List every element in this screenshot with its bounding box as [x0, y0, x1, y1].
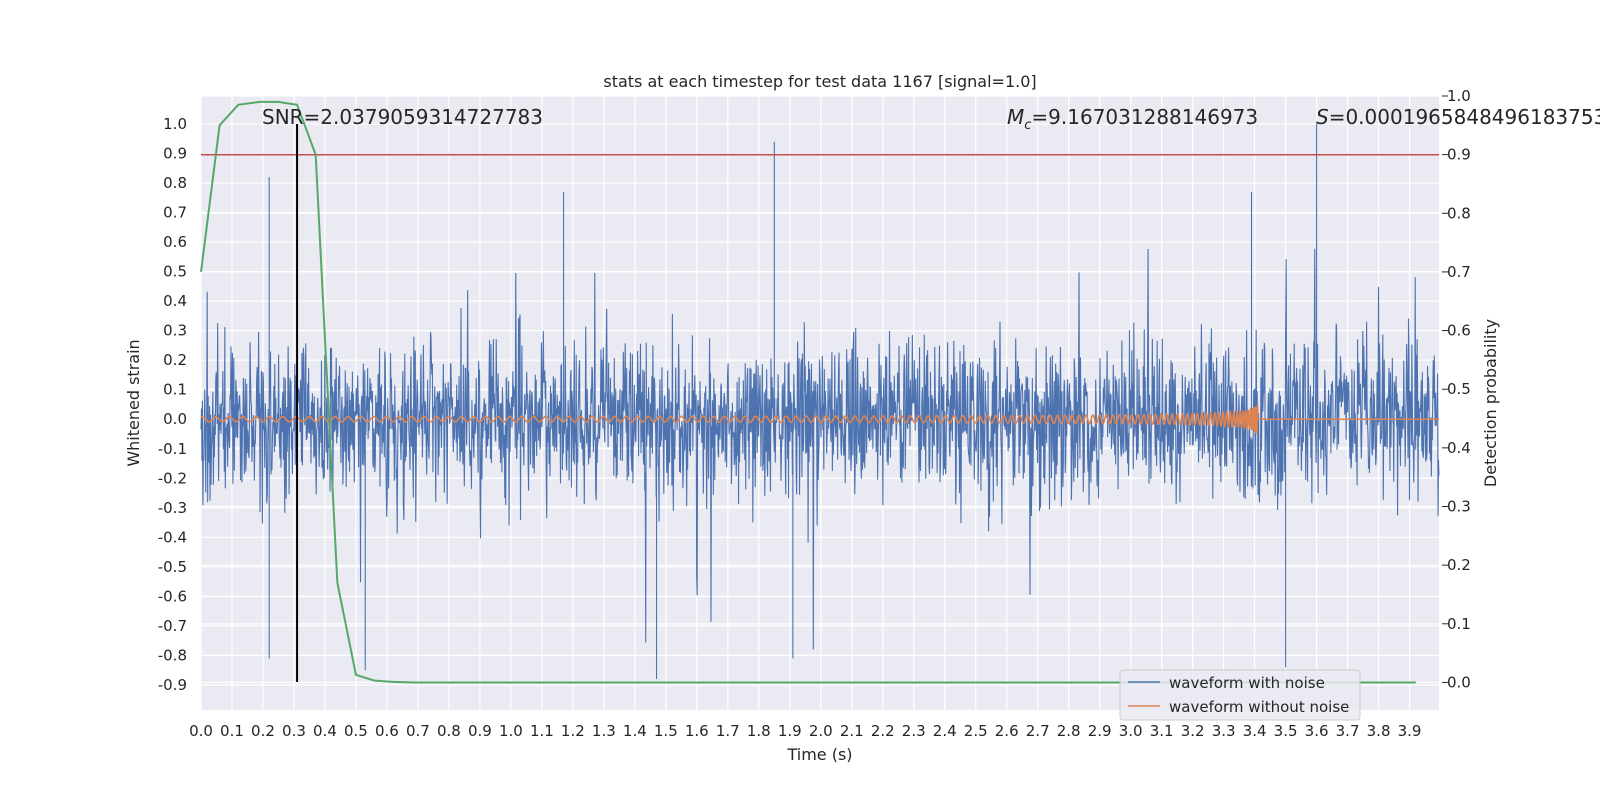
legend-label-signal: waveform without noise [1169, 698, 1349, 716]
snr-annotation: SNR=2.0379059314727783 [262, 105, 543, 129]
y-tick-label: 0.7 [163, 204, 187, 222]
series-waveform-without-noise [200, 404, 1439, 434]
y2-tick-label: 0.2 [1447, 556, 1471, 574]
x-tick-label: 3.8 [1367, 722, 1391, 740]
y-tick-label: -0.8 [158, 646, 187, 664]
y2-tick-label: 0.6 [1447, 322, 1471, 340]
x-tick-label: 3.6 [1305, 722, 1329, 740]
x-tick-label: 3.5 [1274, 722, 1298, 740]
x-tick-label: 0.2 [251, 722, 275, 740]
x-tick-label: 3.9 [1398, 722, 1422, 740]
y2-tick-label: 0.4 [1447, 439, 1471, 457]
x-tick-label: 3.3 [1212, 722, 1236, 740]
x-tick-label: 2.7 [1026, 722, 1050, 740]
mc-annotation: Mc=9.167031288146973 [1007, 105, 1258, 133]
y2-axis-ticks: 1.0 0.9 0.8 0.7 0.6 0.5 0.4 0.3 0.2 0.1 0.0 [1442, 87, 1471, 691]
y-axis-label: Whitened strain [124, 339, 143, 466]
x-tick-label: 3.0 [1119, 722, 1143, 740]
series-waveform-with-noise [200, 124, 1440, 679]
y-tick-label: -0.1 [158, 440, 187, 458]
x-tick-label: 3.7 [1336, 722, 1360, 740]
x-tick-label: 0.9 [468, 722, 492, 740]
x-tick-label: 3.4 [1243, 722, 1267, 740]
x-tick-label: 2.0 [809, 722, 833, 740]
chart-title: stats at each timestep for test data 116… [603, 72, 1036, 91]
x-tick-label: 0.5 [344, 722, 368, 740]
x-tick-label: 1.9 [778, 722, 802, 740]
y-tick-label: 1.0 [163, 115, 187, 133]
y2-tick-label: 0.0 [1447, 673, 1471, 691]
x-tick-label: 0.1 [220, 722, 244, 740]
y2-tick-label: 0.8 [1447, 204, 1471, 222]
y-tick-label: 0.3 [163, 322, 187, 340]
mc-symbol: M [1007, 105, 1024, 129]
y-tick-label: -0.5 [158, 558, 187, 576]
x-axis-label: Time (s) [786, 745, 852, 764]
x-tick-label: 2.6 [995, 722, 1019, 740]
y2-tick-label: 0.3 [1447, 498, 1471, 516]
x-tick-label: 2.3 [902, 722, 926, 740]
x-tick-label: 2.1 [840, 722, 864, 740]
legend-label-noise: waveform with noise [1169, 674, 1325, 692]
legend: waveform with noise waveform without noi… [1119, 669, 1361, 721]
y-tick-label: -0.9 [158, 676, 187, 694]
y-tick-label: 0.8 [163, 174, 187, 192]
x-tick-label: 1.8 [747, 722, 771, 740]
y-tick-label: -0.6 [158, 587, 187, 605]
x-tick-label: 0.0 [189, 722, 213, 740]
x-tick-label: 2.8 [1057, 722, 1081, 740]
y-tick-label: 0.5 [163, 263, 187, 281]
x-tick-label: 1.7 [716, 722, 740, 740]
x-tick-label: 0.4 [313, 722, 337, 740]
series-layer [200, 100, 1440, 684]
x-tick-label: 1.6 [685, 722, 709, 740]
x-tick-label: 0.3 [282, 722, 306, 740]
x-tick-label: 2.5 [964, 722, 988, 740]
x-tick-label: 0.6 [375, 722, 399, 740]
x-tick-label: 1.4 [623, 722, 647, 740]
y2-tick-label: 0.5 [1447, 380, 1471, 398]
x-tick-label: 3.2 [1181, 722, 1205, 740]
y-tick-label: 0.4 [163, 292, 187, 310]
y-tick-label: -0.2 [158, 469, 187, 487]
x-axis-ticks: 0.0 0.1 0.2 0.3 0.4 0.5 0.6 0.7 0.8 0.9 1.0 1.1 1.2 1… [189, 722, 1421, 740]
mc-subscript: c [1024, 118, 1031, 133]
x-tick-label: 1.2 [561, 722, 585, 740]
y-axis-ticks: 1.0 0.9 0.8 0.7 0.6 0.5 0.4 0.3 0.2 0.1 0.0 -0.1 -0.… [158, 115, 187, 694]
x-tick-label: 1.0 [499, 722, 523, 740]
x-tick-label: 2.9 [1088, 722, 1112, 740]
y2-tick-label: 0.7 [1447, 263, 1471, 281]
y-tick-label: 0.9 [163, 145, 187, 163]
legend-box [1119, 669, 1361, 721]
y-tick-label: 0.0 [163, 410, 187, 428]
y-tick-label: 0.6 [163, 233, 187, 251]
x-tick-label: 2.4 [933, 722, 957, 740]
mc-value: =9.167031288146973 [1031, 105, 1258, 129]
y2-tick-label: 0.1 [1447, 615, 1471, 633]
s-annotation: S=0.00019658484961837530 [1316, 105, 1600, 129]
series-detection-probability [200, 100, 1416, 684]
s-value: =0.00019658484961837530 [1329, 105, 1600, 129]
x-tick-label: 0.7 [406, 722, 430, 740]
y-tick-label: 0.2 [163, 351, 187, 369]
x-tick-label: 1.3 [592, 722, 616, 740]
x-tick-label: 0.8 [437, 722, 461, 740]
y2-tick-label: 0.9 [1447, 146, 1471, 164]
y2-tick-label: 1.0 [1447, 87, 1471, 105]
y2-axis-label: Detection probability [1481, 319, 1500, 487]
y-tick-label: -0.7 [158, 617, 187, 635]
y-tick-label: -0.4 [158, 528, 187, 546]
y-tick-label: 0.1 [163, 381, 187, 399]
x-tick-label: 1.5 [654, 722, 678, 740]
x-tick-label: 1.1 [530, 722, 554, 740]
x-tick-label: 2.2 [871, 722, 895, 740]
y-tick-label: -0.3 [158, 499, 187, 517]
x-tick-label: 3.1 [1150, 722, 1174, 740]
s-symbol: S [1316, 105, 1329, 129]
